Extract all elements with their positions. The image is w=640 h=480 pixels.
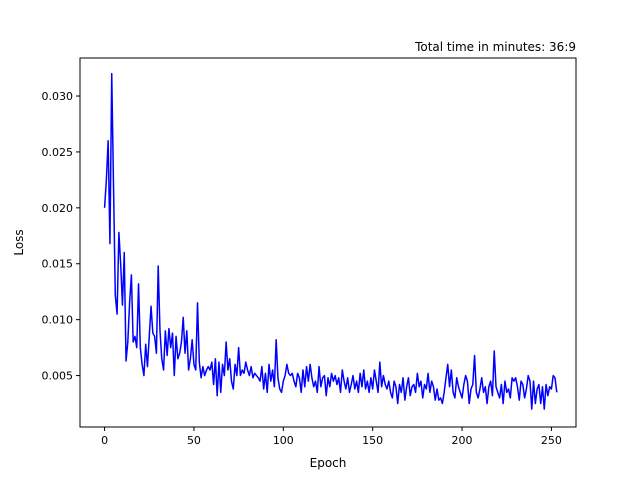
chart-title: Total time in minutes: 36:9 bbox=[414, 40, 576, 54]
y-tick-label: 0.010 bbox=[42, 314, 74, 327]
x-tick-label: 200 bbox=[452, 434, 473, 447]
x-tick-label: 100 bbox=[273, 434, 294, 447]
y-axis-label: Loss bbox=[12, 229, 26, 255]
series-layer bbox=[103, 72, 558, 410]
x-tick-label: 0 bbox=[101, 434, 108, 447]
x-tick-label: 50 bbox=[187, 434, 201, 447]
x-tick-label: 150 bbox=[362, 434, 383, 447]
y-tick-label: 0.005 bbox=[42, 370, 74, 383]
x-axis: 0 50 100 150 200 250 bbox=[101, 427, 562, 447]
x-axis-label: Epoch bbox=[310, 456, 347, 470]
y-tick-label: 0.015 bbox=[42, 258, 74, 271]
y-tick-label: 0.030 bbox=[42, 90, 74, 103]
y-tick-label: 0.025 bbox=[42, 146, 74, 159]
loss-series-line bbox=[103, 72, 558, 410]
y-tick-label: 0.020 bbox=[42, 202, 74, 215]
plot-frame bbox=[79, 57, 577, 428]
y-axis: 0.005 0.010 0.015 0.020 0.025 0.030 bbox=[42, 90, 80, 383]
x-tick-label: 250 bbox=[541, 434, 562, 447]
